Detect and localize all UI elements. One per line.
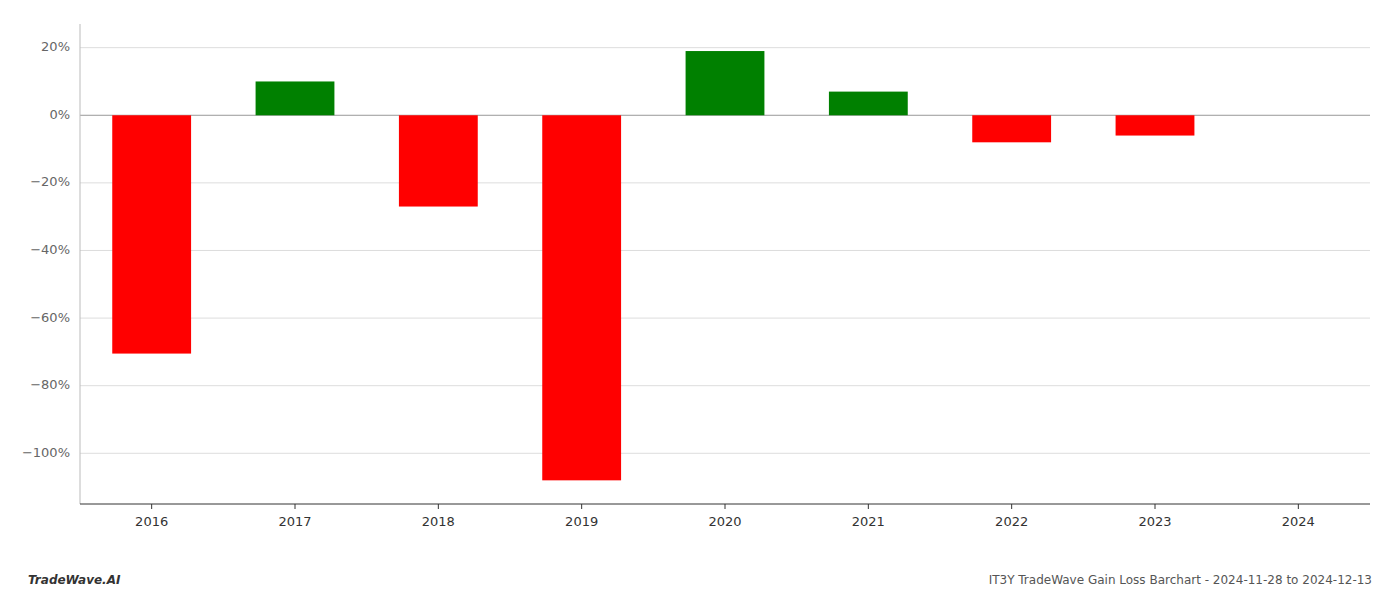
grid-line — [80, 453, 1370, 454]
bars — [112, 51, 1194, 480]
bar — [542, 115, 621, 480]
x-tick — [295, 504, 296, 509]
bar — [686, 51, 765, 115]
bar — [972, 115, 1051, 142]
grid-line — [80, 47, 1370, 48]
x-tick-label: 2022 — [995, 514, 1028, 529]
x-tick — [725, 504, 726, 509]
bar — [1116, 115, 1195, 135]
grid-line — [80, 318, 1370, 319]
chart: −100% −80% −60% −40% −20% 0% 20% 2016 2017 2018 20… — [0, 0, 1400, 600]
x-tick — [868, 504, 869, 509]
bar — [829, 92, 908, 116]
chart-container: −100% −80% −60% −40% −20% 0% 20% 2016 2017 2018 20… — [0, 0, 1400, 600]
x-tick — [438, 504, 439, 509]
grid-line — [80, 385, 1370, 386]
y-tick-label: 0% — [49, 107, 70, 122]
x-tick-label: 2018 — [422, 514, 455, 529]
y-tick-label: −100% — [22, 445, 70, 460]
bar — [256, 81, 335, 115]
x-tick-label: 2017 — [278, 514, 311, 529]
y-tick-label: −40% — [30, 242, 70, 257]
y-tick-label: −20% — [30, 174, 70, 189]
bar — [399, 115, 478, 206]
x-tick-label: 2023 — [1138, 514, 1171, 529]
x-tick-label: 2024 — [1282, 514, 1315, 529]
x-tick — [581, 504, 582, 509]
x-tick — [1298, 504, 1299, 509]
x-tick-label: 2019 — [565, 514, 598, 529]
x-tick — [1011, 504, 1012, 509]
grid-line — [80, 182, 1370, 183]
title: IT3Y TradeWave Gain Loss Barchart - 2024… — [989, 573, 1372, 587]
y-tick-label: −60% — [30, 310, 70, 325]
x-tick-label: 2021 — [852, 514, 885, 529]
bar — [112, 115, 191, 353]
y-axis-line — [80, 24, 81, 504]
x-tick-label: 2016 — [135, 514, 168, 529]
x-tick — [151, 504, 152, 509]
x-tick — [1155, 504, 1156, 509]
y-tick-label: 20% — [41, 39, 70, 54]
grid-line — [80, 250, 1370, 251]
x-tick-label: 2020 — [708, 514, 741, 529]
y-grid — [80, 48, 1370, 454]
y-tick-label: −80% — [30, 377, 70, 392]
footer-note: TradeWave.AI — [28, 573, 121, 587]
